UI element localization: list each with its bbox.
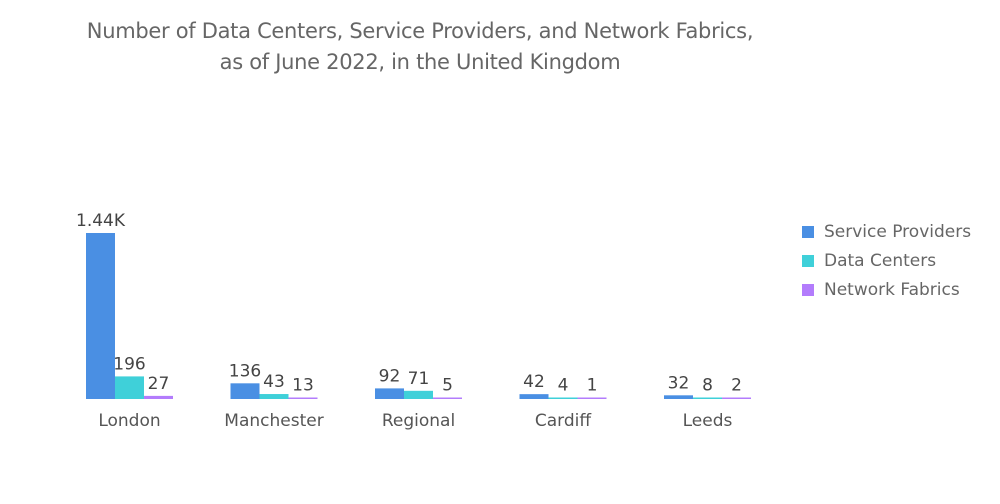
bar[interactable]	[577, 397, 607, 400]
data-label: 13	[292, 376, 314, 396]
bar[interactable]	[230, 383, 260, 399]
data-label: 1	[587, 376, 598, 396]
data-label: 136	[229, 361, 261, 381]
chart-title-line-1: Number of Data Centers, Service Provider…	[86, 19, 754, 43]
bar[interactable]	[664, 395, 693, 399]
legend-swatch	[802, 283, 814, 296]
data-label: 1.44K	[76, 211, 126, 231]
legend: Service Providers Data Centers Network F…	[802, 217, 971, 304]
data-label: 32	[668, 373, 690, 393]
bar[interactable]	[693, 397, 722, 400]
legend-swatch	[802, 225, 814, 238]
x-tick-label: Cardiff	[535, 411, 592, 431]
bar[interactable]	[519, 394, 549, 399]
chart-title-line-2: as of June 2022, in the United Kingdom	[219, 50, 621, 74]
legend-label: Network Fabrics	[824, 279, 960, 300]
data-label: 92	[379, 366, 401, 386]
data-label: 71	[408, 369, 430, 389]
legend-label: Data Centers	[824, 250, 937, 271]
legend-item-data-centers[interactable]: Data Centers	[802, 246, 971, 275]
x-tick-label: Leeds	[683, 411, 733, 431]
bar[interactable]	[259, 394, 289, 399]
data-label: 8	[702, 376, 713, 396]
bar[interactable]	[288, 397, 318, 400]
x-tick-label: London	[98, 411, 160, 431]
x-tick-label: Manchester	[224, 411, 323, 431]
bar[interactable]	[433, 397, 462, 400]
data-label: 43	[263, 372, 285, 392]
chart-title: Number of Data Centers, Service Provider…	[20, 16, 820, 78]
bar[interactable]	[375, 388, 404, 399]
legend-label: Service Providers	[824, 221, 972, 242]
bar[interactable]	[722, 397, 751, 400]
data-label: 27	[148, 374, 170, 394]
bar[interactable]	[86, 233, 115, 399]
legend-item-network-fabrics[interactable]: Network Fabrics	[802, 275, 971, 304]
data-label: 196	[113, 354, 145, 374]
bar[interactable]	[548, 397, 578, 400]
legend-swatch	[802, 254, 814, 267]
bar[interactable]	[404, 390, 433, 399]
x-tick-label: Regional	[382, 411, 455, 431]
data-label: 4	[558, 376, 569, 396]
data-label: 42	[523, 372, 545, 392]
data-label: 5	[442, 376, 453, 396]
legend-item-service-providers[interactable]: Service Providers	[802, 217, 971, 246]
bar[interactable]	[144, 395, 173, 399]
data-label: 2	[731, 376, 742, 396]
bar[interactable]	[115, 376, 144, 399]
